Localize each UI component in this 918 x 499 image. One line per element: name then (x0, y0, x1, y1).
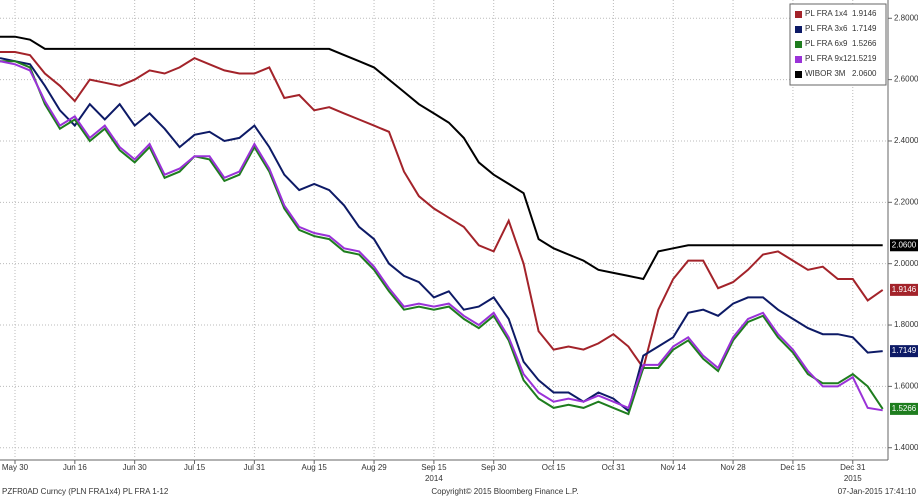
series-line (0, 57, 883, 413)
x-tick-label: Jul 15 (184, 463, 206, 472)
x-tick-label: Sep 15 (421, 463, 447, 472)
x-tick-label: Oct 15 (542, 463, 566, 472)
legend-value: 1.5219 (852, 54, 877, 63)
legend-label: PL FRA 9x12 (805, 54, 852, 63)
x-tick-label: Jun 30 (123, 463, 148, 472)
axis-tag-label: 1.7149 (892, 346, 917, 355)
series-line (0, 60, 883, 412)
axis-tag-label: 1.9146 (892, 285, 917, 294)
legend-swatch (795, 26, 802, 33)
legend-swatch (795, 71, 802, 78)
y-tick-label: 2.0000 (894, 259, 918, 268)
y-tick-label: 2.2000 (894, 197, 918, 206)
y-tick-label: 1.8000 (894, 320, 918, 329)
axis-tag-label: 1.5266 (892, 404, 917, 413)
legend-swatch (795, 56, 802, 63)
y-tick-label: 1.4000 (894, 443, 918, 452)
legend-label: PL FRA 3x6 (805, 24, 848, 33)
footer-left: 1x4) PL FRA 1-12 (105, 487, 169, 496)
x-tick-label: Jul 31 (244, 463, 266, 472)
legend-value: 1.7149 (852, 24, 877, 33)
x-tick-label: May 30 (2, 463, 29, 472)
legend-swatch (795, 11, 802, 18)
x-tick-label: Dec 15 (780, 463, 806, 472)
legend-swatch (795, 41, 802, 48)
footer-right: 07-Jan-2015 17:41:10 (838, 487, 917, 496)
x-tick-label: Nov 14 (661, 463, 687, 472)
x-tick-label: Jun 16 (63, 463, 88, 472)
legend-value: 1.5266 (852, 39, 877, 48)
axis-tag (890, 239, 918, 252)
x-tick-label: Aug 29 (361, 463, 387, 472)
x-tick-label: Nov 28 (720, 463, 746, 472)
legend-value: 2.0600 (852, 69, 877, 78)
x-tick-label: Oct 31 (602, 463, 626, 472)
y-tick-label: 2.8000 (894, 13, 918, 22)
x-tick-label: Sep 30 (481, 463, 507, 472)
footer-left: PZFR0AD Curncy (PLN FRA (2, 487, 105, 496)
year-label: 2015 (844, 474, 862, 483)
legend-box (789, 3, 887, 86)
axis-tag-label: 2.0600 (892, 240, 917, 249)
legend-value: 1.9146 (852, 9, 877, 18)
x-tick-label: Aug 15 (302, 463, 328, 472)
legend-label: PL FRA 6x9 (805, 39, 848, 48)
axis-tag (890, 402, 918, 415)
x-tick-label: Dec 31 (840, 463, 866, 472)
series-line (0, 60, 884, 416)
y-tick-label: 1.6000 (894, 381, 918, 390)
legend-label: WIBOR 3M (805, 69, 846, 78)
y-tick-label: 2.6000 (894, 75, 918, 84)
legend-label: PL FRA 1x4 (805, 9, 848, 18)
series-line (0, 35, 883, 281)
footer-center: Copyright© 2015 Bloomberg Finance L.P. (431, 487, 578, 496)
axis-tag (890, 283, 918, 296)
axis-tag (890, 345, 918, 358)
series-line (0, 51, 884, 371)
y-tick-label: 2.4000 (894, 136, 918, 145)
year-label: 2014 (425, 474, 443, 483)
